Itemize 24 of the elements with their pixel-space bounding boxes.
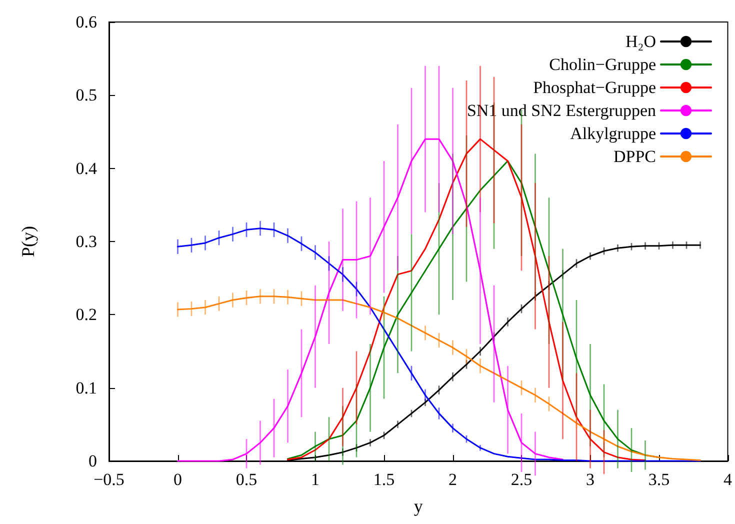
x-tick-label: 1 (311, 470, 320, 489)
legend-label: Phosphat−Gruppe (533, 78, 656, 97)
x-tick-label: 1.5 (373, 470, 395, 489)
x-tick-label: 4 (724, 470, 732, 489)
legend-label: Alkylgruppe (570, 124, 656, 143)
y-axis-title: P(y) (18, 226, 38, 257)
y-tick-label: 0.3 (76, 232, 97, 251)
y-tick-label: 0.4 (76, 158, 98, 178)
y-tick-label: 0 (88, 452, 97, 470)
y-tick-label: 0.2 (76, 305, 97, 324)
y-tick-label: 0.6 (76, 12, 97, 32)
x-tick-label: 3.5 (648, 470, 670, 489)
legend-label: Cholin−Gruppe (549, 55, 656, 74)
x-axis-title: y (414, 496, 423, 516)
x-tick-label: 3 (586, 470, 594, 489)
legend-label: DPPC (613, 147, 656, 166)
x-tick-label: 2.5 (510, 470, 532, 489)
x-tick-label: 2 (448, 470, 457, 489)
x-tick-label: −0.5 (94, 470, 124, 489)
x-tick-label: 0 (174, 470, 182, 489)
y-tick-label: 0.5 (76, 86, 97, 105)
legend-label: H₂O (626, 32, 656, 51)
y-tick-label: 0.1 (76, 378, 97, 398)
x-tick-label: 0.5 (236, 470, 258, 489)
